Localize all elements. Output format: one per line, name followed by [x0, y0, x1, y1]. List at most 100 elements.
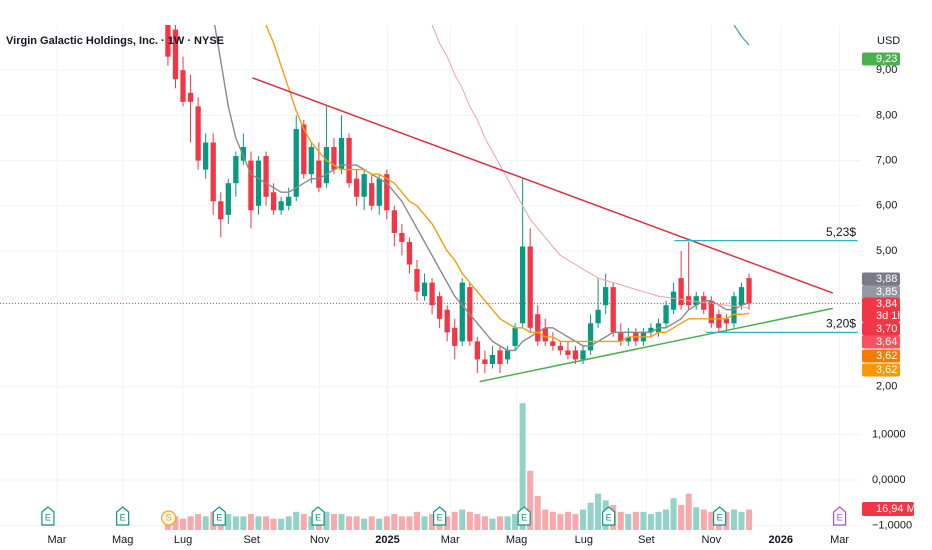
x-tick-label: Mar: [441, 534, 460, 546]
candle-body: [293, 128, 299, 197]
volume-bar: [361, 518, 368, 530]
candle-body: [263, 156, 269, 197]
volume-bar: [232, 516, 239, 530]
level-label: 3,20$: [826, 317, 856, 331]
candle-body: [353, 178, 360, 197]
volume-bar: [685, 493, 692, 530]
volume-bar: [549, 511, 556, 530]
volume-bar: [202, 516, 209, 530]
candle-body: [270, 192, 277, 211]
event-label: E: [521, 512, 527, 522]
candle-body: [384, 174, 390, 211]
volume-bar: [391, 514, 398, 530]
volume-bar: [376, 518, 383, 530]
moving-average: [265, 25, 750, 343]
candle-body: [535, 314, 541, 342]
x-tick-label: Set: [243, 534, 260, 546]
event-marker: [41, 506, 55, 526]
candle-body: [459, 282, 465, 342]
candle-body: [233, 156, 239, 184]
volume-bar: [504, 516, 511, 530]
level-label: 5,23$: [826, 225, 856, 239]
candle-body: [693, 296, 699, 306]
volume-bar: [496, 516, 504, 530]
candle-body: [610, 287, 616, 333]
y-tick-label: −1,0000: [872, 519, 912, 531]
volume-bar: [693, 507, 700, 530]
volume-bar: [225, 514, 232, 530]
candle-body: [746, 278, 752, 304]
volume-bar: [625, 514, 632, 530]
y-tick-label: 5,00: [876, 245, 897, 257]
candle-body: [603, 287, 609, 306]
volume-bar: [338, 514, 345, 530]
volume-bar: [617, 511, 624, 530]
price-label-box: [862, 335, 900, 349]
price-label: 3,62: [876, 350, 897, 362]
volume-bar: [730, 509, 737, 530]
candle-body: [331, 147, 337, 170]
candle-body: [421, 282, 428, 297]
price-label-box: [862, 349, 900, 363]
candle-body: [406, 241, 413, 265]
volume-bar: [708, 511, 715, 530]
event-label: E: [120, 512, 126, 522]
price-label-box: [862, 52, 900, 66]
event-marker: [116, 506, 130, 526]
volume-bar: [406, 516, 413, 530]
volume-label-box: [862, 502, 914, 516]
event-label: E: [315, 512, 321, 522]
candle-body: [587, 323, 594, 351]
volume-bar: [346, 516, 353, 530]
volume-bar: [368, 516, 375, 530]
candle-body: [429, 282, 435, 306]
candle-body: [618, 332, 624, 342]
x-tick-label: Nov: [702, 534, 722, 546]
candle-body: [512, 327, 518, 346]
event-marker: [433, 506, 447, 526]
price-pane: [0, 25, 860, 383]
candle-body: [527, 246, 533, 328]
volume-bar: [489, 518, 496, 530]
candle-body: [240, 147, 247, 161]
event-marker: [161, 510, 177, 526]
volume-bar: [466, 511, 473, 530]
volume-bar: [572, 514, 579, 530]
volume-bar: [398, 516, 405, 530]
volume-bar: [655, 511, 662, 530]
candle-body: [225, 183, 231, 215]
volume-label: 16,94 M: [876, 503, 916, 515]
x-tick-label: Mag: [506, 534, 527, 546]
volume-bar: [421, 516, 428, 530]
candle-body: [346, 137, 352, 184]
candle-body: [165, 25, 171, 57]
candle-body: [520, 246, 526, 324]
candle-body: [572, 350, 579, 360]
candle-body: [738, 287, 745, 306]
volume-bar: [429, 514, 436, 530]
candle-body: [391, 210, 397, 233]
volume-bar: [632, 511, 639, 530]
moving-average: [214, 25, 750, 352]
candle-body: [436, 296, 443, 319]
volume-bar: [270, 518, 277, 530]
event-label: E: [216, 512, 222, 522]
price-label: 3,64: [876, 336, 897, 348]
moving-average: [733, 25, 750, 46]
candle-body: [504, 350, 511, 360]
volume-bar: [353, 516, 360, 530]
candle-body: [338, 137, 345, 170]
event-marker: [212, 506, 226, 526]
volume-bar: [534, 495, 541, 530]
candle-body: [323, 147, 330, 184]
event-label: E: [717, 512, 723, 522]
price-label: 3,85: [876, 286, 897, 298]
candle-body: [474, 341, 480, 360]
event-marker: [517, 506, 531, 526]
volume-bar: [481, 516, 488, 530]
event-label: S: [166, 512, 172, 522]
volume-bar: [557, 514, 564, 530]
event-marker: [833, 506, 847, 526]
